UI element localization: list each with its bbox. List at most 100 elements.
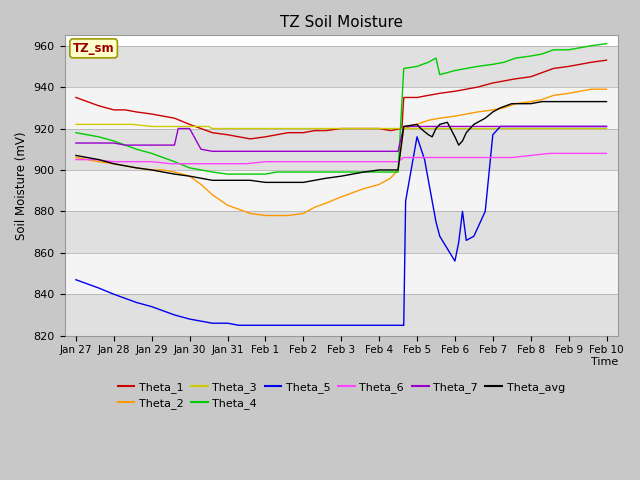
Theta_2 — [171, 169, 179, 175]
Theta_6 — [584, 151, 591, 156]
Theta_avg — [417, 126, 424, 132]
Theta_2 — [538, 96, 546, 102]
Theta_4 — [223, 171, 231, 177]
Theta_7 — [83, 140, 91, 146]
Theta_2 — [576, 88, 584, 94]
Theta_5 — [489, 132, 497, 138]
Theta_3 — [451, 126, 459, 132]
Theta_7 — [174, 126, 182, 132]
Theta_avg — [171, 171, 179, 177]
Theta_2 — [284, 213, 292, 218]
Theta_7 — [413, 123, 421, 129]
Bar — [65, 46, 618, 87]
Theta_7 — [451, 123, 459, 129]
Theta_1 — [588, 60, 595, 65]
Theta_4 — [322, 169, 330, 175]
Theta_avg — [451, 134, 459, 140]
Theta_7 — [197, 146, 205, 152]
Theta_5 — [527, 123, 534, 129]
Theta_6 — [356, 159, 364, 165]
Theta_4 — [538, 51, 546, 57]
Theta_5 — [564, 123, 572, 129]
Theta_4 — [550, 47, 557, 53]
Theta_6 — [394, 159, 402, 165]
Theta_avg — [603, 99, 611, 105]
Theta_6 — [167, 161, 175, 167]
Theta_7 — [584, 123, 591, 129]
Theta_4 — [603, 41, 611, 47]
Theta_7 — [546, 123, 554, 129]
Theta_7 — [527, 123, 534, 129]
Bar — [65, 294, 618, 336]
Theta_6 — [564, 151, 572, 156]
Theta_5 — [300, 323, 307, 328]
Theta_7 — [432, 123, 440, 129]
Theta_4 — [424, 60, 432, 65]
Theta_4 — [474, 63, 481, 69]
Theta_3 — [400, 126, 408, 132]
Theta_2 — [424, 118, 432, 123]
Theta_1 — [322, 128, 330, 133]
Theta_7 — [72, 140, 80, 146]
Theta_4 — [95, 134, 102, 140]
Bar — [65, 129, 618, 170]
Theta_avg — [455, 142, 463, 148]
Theta_2 — [349, 190, 356, 196]
Theta_7 — [171, 142, 179, 148]
Theta_7 — [375, 148, 383, 154]
Theta_avg — [394, 167, 402, 173]
Theta_3 — [197, 123, 205, 129]
Theta_1 — [311, 128, 319, 133]
Theta_3 — [584, 126, 591, 132]
Theta_6 — [129, 159, 136, 165]
Theta_avg — [375, 167, 383, 173]
Theta_5 — [235, 323, 243, 328]
Theta_2 — [322, 200, 330, 206]
Theta_1 — [300, 130, 307, 135]
Theta_4 — [360, 169, 368, 175]
Theta_3 — [337, 126, 345, 132]
Theta_1 — [451, 88, 459, 94]
Theta_2 — [527, 99, 534, 105]
Theta_avg — [497, 105, 504, 111]
Bar — [65, 170, 618, 211]
Theta_6 — [243, 161, 250, 167]
Theta_5 — [402, 198, 410, 204]
Theta_6 — [337, 159, 345, 165]
Theta_2 — [235, 206, 243, 212]
Theta_4 — [432, 55, 440, 61]
Theta_5 — [83, 281, 91, 287]
Theta_2 — [500, 105, 508, 111]
Theta_3 — [243, 126, 250, 132]
Theta_5 — [122, 296, 129, 301]
Theta_3 — [413, 126, 421, 132]
Theta_2 — [394, 167, 402, 173]
Theta_2 — [588, 86, 595, 92]
Theta_4 — [337, 169, 345, 175]
Theta_3 — [603, 126, 611, 132]
Theta_4 — [489, 61, 497, 67]
Theta_1 — [500, 78, 508, 84]
Theta_4 — [83, 132, 91, 138]
Theta_6 — [300, 159, 307, 165]
Theta_7 — [603, 123, 611, 129]
Theta_1 — [223, 132, 231, 138]
Theta_avg — [148, 167, 156, 173]
Theta_4 — [148, 151, 156, 156]
Theta_6 — [319, 159, 326, 165]
Theta_avg — [527, 101, 534, 107]
Theta_avg — [463, 130, 470, 135]
Theta_7 — [356, 148, 364, 154]
Theta_5 — [159, 308, 167, 313]
Theta_avg — [481, 115, 489, 121]
Theta_6 — [91, 156, 99, 162]
Theta_2 — [451, 113, 459, 119]
Theta_5 — [223, 320, 231, 326]
Theta_4 — [284, 169, 292, 175]
Theta_3 — [148, 123, 156, 129]
Theta_4 — [273, 169, 280, 175]
Theta_avg — [470, 121, 477, 127]
Theta_3 — [129, 121, 136, 127]
Theta_3 — [489, 126, 497, 132]
Theta_3 — [167, 123, 175, 129]
